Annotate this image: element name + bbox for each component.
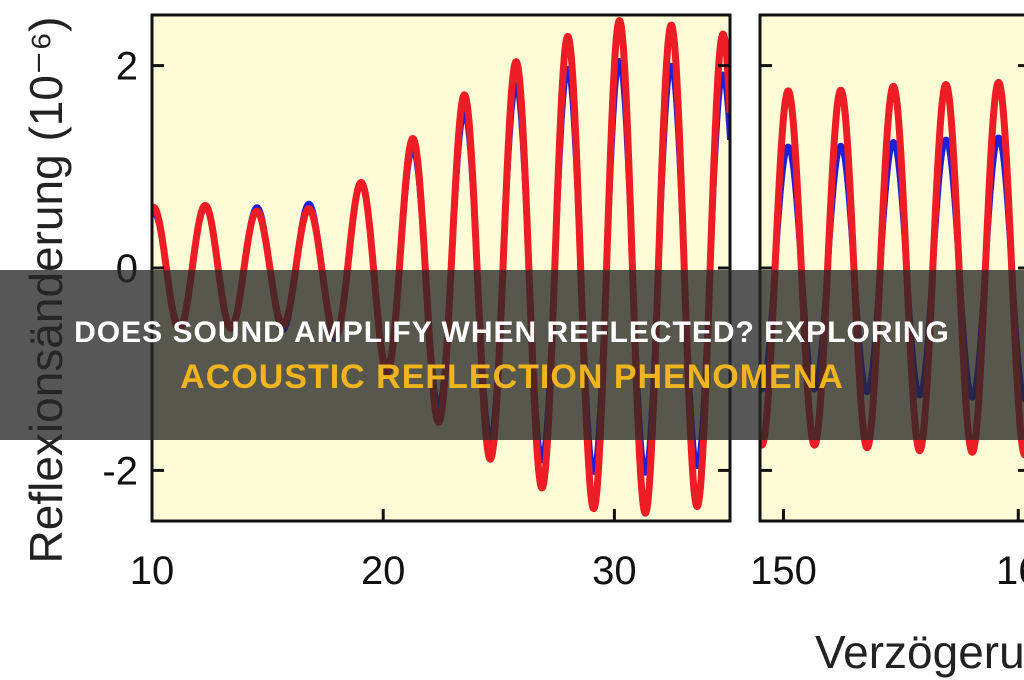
- panel-1: [150, 13, 732, 523]
- y-tick-label: -2: [102, 449, 138, 493]
- x-tick-label: 30: [592, 549, 637, 593]
- panel-2-ticks: [760, 64, 1024, 521]
- y-tick-label: 2: [116, 45, 138, 89]
- x-tick-label: 10: [130, 549, 175, 593]
- x-tick-label: 20: [361, 549, 406, 593]
- panel-1-frame: [150, 13, 732, 523]
- banner-title-line-1: DOES SOUND AMPLIFY WHEN REFLECTED? EXPLO…: [74, 316, 950, 349]
- x-tick-labels: 10 20 30 150 16: [130, 549, 1024, 593]
- x-tick-label: 16: [996, 549, 1024, 593]
- title-banner: DOES SOUND AMPLIFY WHEN REFLECTED? EXPLO…: [0, 270, 1024, 440]
- panel-2-frame: [758, 13, 1024, 523]
- panel-2: [758, 13, 1024, 523]
- banner-title-line-2: ACOUSTIC REFLECTION PHENOMENA: [180, 358, 844, 396]
- x-tick-label: 150: [750, 549, 817, 593]
- x-axis-title: Verzögeru: [815, 626, 1024, 678]
